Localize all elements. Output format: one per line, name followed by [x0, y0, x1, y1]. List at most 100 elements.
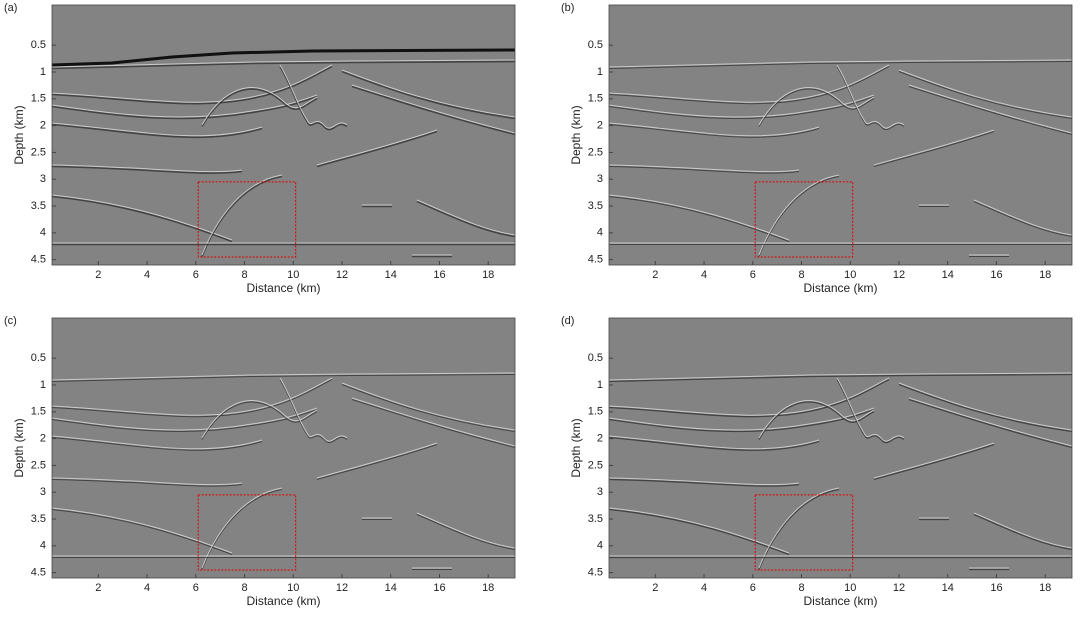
x-tick-label: 16 [990, 582, 1002, 594]
y-tick-label: 2.5 [31, 146, 46, 158]
reflector-dark [52, 374, 515, 382]
reflector-light [898, 69, 1072, 118]
reflector-dark [201, 175, 283, 257]
y-tick-label: 0.5 [588, 352, 603, 364]
reflector-light [973, 512, 1072, 549]
reflector-dark [52, 95, 318, 120]
image-background [609, 318, 1072, 578]
y-tick-label: 3 [597, 486, 603, 498]
y-tick-label: 1.5 [31, 93, 46, 105]
x-tick-label: 2 [95, 582, 101, 594]
reflector-dark [52, 437, 263, 451]
y-axis-label: Depth (km) [12, 418, 26, 477]
reflector-light [908, 397, 1072, 447]
reflector-light [609, 194, 790, 241]
reflector-dark [758, 176, 840, 257]
axes-frame [51, 4, 516, 266]
reflector-dark [908, 86, 1072, 135]
y-tick-label: 4 [40, 227, 46, 239]
reflector-light [609, 122, 820, 137]
reflector-dark [758, 488, 840, 570]
y-tick-label: 1.5 [588, 406, 603, 418]
panel-label: (b) [561, 2, 574, 14]
x-tick-label: 4 [701, 582, 707, 594]
plot-area: 2 4 6 8 10 12 14 16 18 0.5 1 1.5 2 2.5 3 3.5 4 4.5 [588, 317, 1073, 594]
water-bottom [52, 48, 515, 67]
reflector-light [609, 94, 875, 118]
reflector-dark [52, 165, 243, 174]
x-tick-label: 2 [652, 269, 658, 281]
x-tick-label: 4 [144, 582, 150, 594]
panel: (a) 2 4 6 8 10 12 14 16 18 0.5 1 1.5 2 2.5 3 3.5 4 4.5 Dist… [4, 2, 516, 295]
y-tick-label: 1 [597, 379, 603, 391]
x-tick-label: 2 [652, 582, 658, 594]
seismic-image [52, 48, 515, 258]
x-tick-label: 10 [844, 582, 856, 594]
reflector-dark [609, 373, 1072, 383]
reflector-dark [609, 408, 875, 433]
y-tick-label: 2.5 [588, 146, 603, 158]
x-tick-label: 12 [893, 582, 905, 594]
y-tick-label: 4 [597, 227, 603, 239]
reflector-dark [351, 85, 515, 136]
reflector-dark [201, 489, 283, 570]
y-tick-label: 1 [40, 379, 46, 391]
panel-label: (a) [4, 2, 17, 14]
x-tick-label: 10 [287, 582, 299, 594]
reflector-dark [351, 399, 515, 448]
y-tick-label: 1 [40, 66, 46, 78]
reflector-dark [52, 509, 233, 555]
x-tick-label: 8 [798, 582, 804, 594]
y-axis-label: Depth (km) [569, 418, 583, 477]
y-tick-label: 2 [597, 433, 603, 445]
panel-label: (d) [561, 315, 574, 327]
reflector-light [609, 372, 1072, 381]
reflector-light [316, 129, 438, 166]
reflector-dark [52, 479, 243, 487]
reflector-light [609, 507, 790, 554]
highlight-box [754, 181, 854, 258]
seismic-image [52, 372, 515, 570]
x-tick-label: 18 [482, 582, 494, 594]
reflector-light [873, 129, 995, 166]
y-tick-label: 0.5 [31, 39, 46, 51]
reflector-dark [201, 401, 318, 440]
reflector-dark [201, 88, 318, 127]
x-tick-label: 18 [1039, 582, 1051, 594]
x-tick-label: 6 [193, 582, 199, 594]
x-tick-label: 4 [701, 269, 707, 281]
axes-frame [608, 4, 1073, 266]
reflector-light [52, 59, 515, 68]
reflector-light [609, 377, 890, 416]
y-tick-label: 2.5 [31, 459, 46, 471]
image-background [609, 5, 1072, 265]
y-tick-label: 4.5 [31, 254, 46, 266]
reflector-dark [609, 478, 800, 487]
axes-frame [608, 317, 1073, 579]
reflector-dark [898, 383, 1072, 433]
reflector-dark [609, 196, 790, 242]
x-tick-label: 10 [844, 269, 856, 281]
reflector-dark [341, 70, 515, 120]
reflector-light [609, 164, 800, 173]
panel: (d) 2 4 6 8 10 12 14 16 18 0.5 1 1.5 2 2.5 3 3.5 4 4.5 Dist… [561, 315, 1073, 608]
reflector-dark [609, 378, 890, 418]
reflector-light [836, 64, 905, 129]
y-tick-label: 3.5 [588, 200, 603, 212]
reflector-light [52, 372, 515, 381]
y-tick-label: 2 [597, 120, 603, 132]
reflector-light [908, 84, 1072, 134]
x-tick-label: 14 [385, 269, 397, 281]
x-axis-label: Distance (km) [246, 594, 320, 608]
y-tick-label: 3.5 [31, 513, 46, 525]
x-tick-label: 6 [193, 269, 199, 281]
y-tick-label: 2.5 [588, 459, 603, 471]
reflector-light [416, 512, 515, 549]
x-tick-label: 16 [433, 582, 445, 594]
reflector-dark [52, 60, 515, 70]
reflector-dark [973, 201, 1072, 237]
reflector-light [758, 400, 875, 439]
x-tick-label: 14 [385, 582, 397, 594]
reflector-light [898, 382, 1072, 431]
